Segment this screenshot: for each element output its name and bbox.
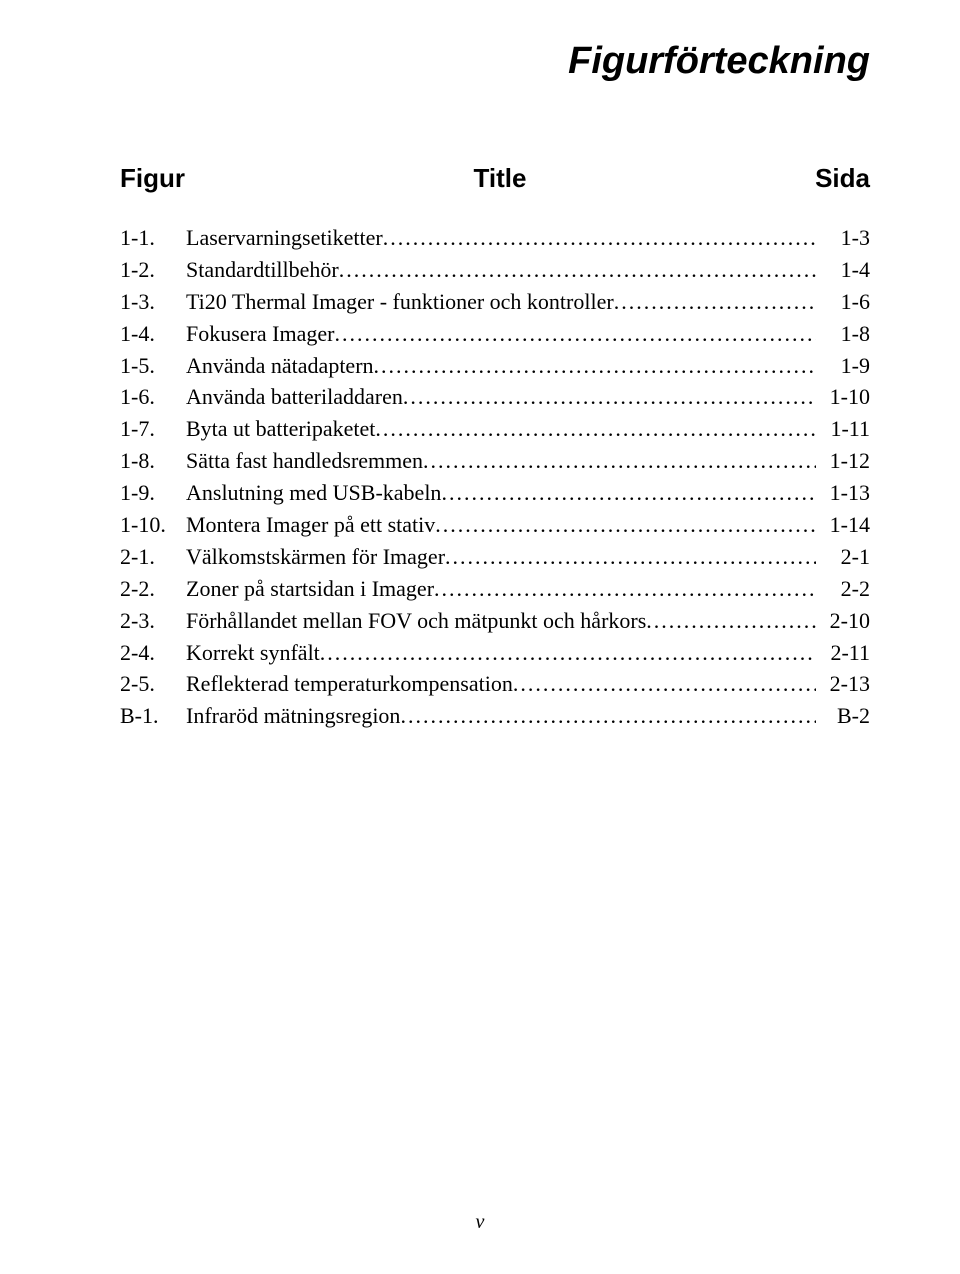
toc-entry-number: 1-6. <box>120 381 186 413</box>
toc-entry-title: Sätta fast handledsremmen <box>186 445 423 477</box>
header-title: Title <box>210 163 790 194</box>
toc-row: 2-1.Välkomstskärmen för Imager 2-1 <box>120 541 870 573</box>
toc-entry-page: 2-13 <box>816 668 870 700</box>
toc-row: 1-9.Anslutning med USB-kabeln 1-13 <box>120 477 870 509</box>
toc-entry-number: 2-2. <box>120 573 186 605</box>
toc-entry-number: 2-5. <box>120 668 186 700</box>
toc-entry-number: 2-4. <box>120 637 186 669</box>
toc-entry-title: Anslutning med USB-kabeln <box>186 477 441 509</box>
toc-entry-title: Infraröd mätningsregion <box>186 700 400 732</box>
toc-entry-page: 1-9 <box>816 350 870 382</box>
toc-header-row: Figur Title Sida <box>120 163 870 194</box>
toc-row: 1-4.Fokusera Imager 1-8 <box>120 318 870 350</box>
toc-row: 1-2.Standardtillbehör 1-4 <box>120 254 870 286</box>
toc-row: 1-8.Sätta fast handledsremmen 1-12 <box>120 445 870 477</box>
toc-leader-dots <box>445 541 816 573</box>
toc-entry-number: 2-3. <box>120 605 186 637</box>
toc-row: 1-5.Använda nätadaptern 1-9 <box>120 350 870 382</box>
toc-entry-page: B-2 <box>816 700 870 732</box>
toc-leader-dots <box>375 413 816 445</box>
toc-entry-number: 1-8. <box>120 445 186 477</box>
toc-leader-dots <box>403 381 816 413</box>
toc-entry-title: Zoner på startsidan i Imager <box>186 573 434 605</box>
toc-entry-page: 1-11 <box>816 413 870 445</box>
toc-entry-page: 2-1 <box>816 541 870 573</box>
toc-entry-title: Montera Imager på ett stativ <box>186 509 435 541</box>
toc-row: 1-7.Byta ut batteripaketet 1-11 <box>120 413 870 445</box>
toc-entry-title: Ti20 Thermal Imager - funktioner och kon… <box>186 286 614 318</box>
toc-entry-title: Byta ut batteripaketet <box>186 413 375 445</box>
page-number-footer: v <box>0 1211 960 1234</box>
toc-entry-page: 1-6 <box>816 286 870 318</box>
toc-entry-page: 1-3 <box>816 222 870 254</box>
page-title: Figurförteckning <box>120 40 870 83</box>
toc-entry-title: Reflekterad temperaturkompensation <box>186 668 513 700</box>
toc-entry-page: 1-4 <box>816 254 870 286</box>
toc-entry-page: 1-10 <box>816 381 870 413</box>
toc-leader-dots <box>423 445 816 477</box>
toc-entry-title: Standardtillbehör <box>186 254 339 286</box>
header-page: Sida <box>790 163 870 194</box>
toc-row: 2-5.Reflekterad temperaturkompensation 2-… <box>120 668 870 700</box>
toc-leader-dots <box>400 700 816 732</box>
toc-row: B-1.Infraröd mätningsregion B-2 <box>120 700 870 732</box>
toc-row: 2-2.Zoner på startsidan i Imager 2-2 <box>120 573 870 605</box>
toc-row: 2-4.Korrekt synfält 2-11 <box>120 637 870 669</box>
toc-leader-dots <box>320 637 816 669</box>
toc-row: 1-1.Laservarningsetiketter 1-3 <box>120 222 870 254</box>
toc-entry-page: 1-13 <box>816 477 870 509</box>
toc-entry-number: B-1. <box>120 700 186 732</box>
toc-entry-number: 1-7. <box>120 413 186 445</box>
toc-entry-number: 1-10. <box>120 509 186 541</box>
toc-entry-number: 1-9. <box>120 477 186 509</box>
toc-entry-title: Använda nätadaptern <box>186 350 374 382</box>
toc-leader-dots <box>441 477 816 509</box>
toc-entry-page: 1-12 <box>816 445 870 477</box>
toc-entry-title: Förhållandet mellan FOV och mätpunkt och… <box>186 605 646 637</box>
toc-row: 2-3.Förhållandet mellan FOV och mätpunkt… <box>120 605 870 637</box>
toc-entry-title: Laservarningsetiketter <box>186 222 383 254</box>
toc-row: 1-3.Ti20 Thermal Imager - funktioner och… <box>120 286 870 318</box>
toc-entry-page: 2-11 <box>816 637 870 669</box>
toc-leader-dots <box>334 318 816 350</box>
toc-leader-dots <box>435 509 816 541</box>
toc-entry-number: 1-1. <box>120 222 186 254</box>
toc-entry-number: 1-2. <box>120 254 186 286</box>
toc-leader-dots <box>374 350 816 382</box>
toc-entry-number: 2-1. <box>120 541 186 573</box>
toc-entry-page: 2-10 <box>816 605 870 637</box>
toc-leader-dots <box>383 222 816 254</box>
toc-entry-page: 2-2 <box>816 573 870 605</box>
toc-row: 1-6.Använda batteriladdaren 1-10 <box>120 381 870 413</box>
toc-entry-page: 1-8 <box>816 318 870 350</box>
toc-leader-dots <box>614 286 816 318</box>
toc-entry-number: 1-3. <box>120 286 186 318</box>
toc-entry-number: 1-5. <box>120 350 186 382</box>
header-figure: Figur <box>120 163 210 194</box>
toc-leader-dots <box>513 668 816 700</box>
toc-leader-dots <box>646 605 816 637</box>
toc-entry-page: 1-14 <box>816 509 870 541</box>
toc-entry-title: Välkomstskärmen för Imager <box>186 541 445 573</box>
toc-rows: 1-1.Laservarningsetiketter1-31-2.Standar… <box>120 222 870 732</box>
toc-row: 1-10.Montera Imager på ett stativ 1-14 <box>120 509 870 541</box>
toc-leader-dots <box>339 254 816 286</box>
toc-entry-title: Använda batteriladdaren <box>186 381 403 413</box>
toc-entry-title: Korrekt synfält <box>186 637 320 669</box>
toc-leader-dots <box>434 573 816 605</box>
toc-entry-title: Fokusera Imager <box>186 318 334 350</box>
toc-entry-number: 1-4. <box>120 318 186 350</box>
